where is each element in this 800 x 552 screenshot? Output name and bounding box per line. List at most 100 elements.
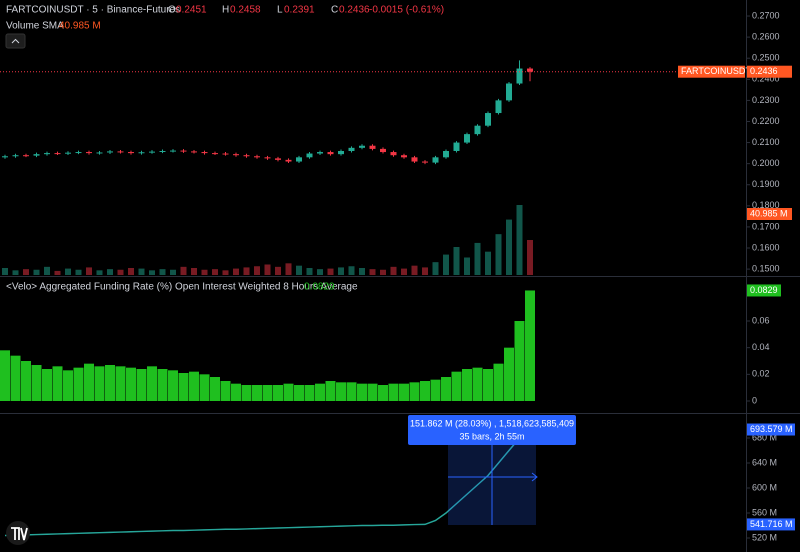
volume-bar [411, 265, 418, 275]
bar [220, 381, 231, 401]
bar [157, 369, 168, 401]
volume-bar [2, 268, 8, 275]
bar [63, 370, 73, 401]
bar [525, 290, 535, 401]
bar [31, 365, 42, 401]
ohlc-value: 0.2391 [284, 5, 315, 16]
y-tick-label: 0.2700 [752, 10, 780, 20]
funding-value: 0.0829 [304, 282, 335, 293]
funding-title: <Velo> Aggregated Funding Rate (%) Open … [6, 282, 358, 293]
volume-bar [149, 270, 155, 275]
candle-body [443, 150, 449, 158]
y-tick-label: 0.2000 [752, 158, 780, 168]
ohlc-label: L [277, 5, 283, 16]
y-tick-label: 0.2500 [752, 53, 780, 63]
y-tick-label: 0.02 [752, 369, 770, 379]
volume-bar [233, 268, 239, 275]
volume-bar [264, 264, 271, 275]
candle-body [149, 151, 155, 153]
bar [262, 385, 273, 401]
measure-text: 151.862 M (28.03%) , 1,518,623,585,409 [410, 418, 574, 428]
candle-body [254, 156, 260, 158]
candle-body [264, 157, 271, 159]
y-tick-label: 520 M [752, 532, 777, 542]
bar [304, 385, 315, 401]
bar [126, 367, 136, 401]
bar [399, 383, 409, 401]
plot [0, 60, 746, 537]
volume-bar [212, 269, 218, 275]
candle-body [191, 151, 197, 153]
candle-body [233, 154, 239, 156]
volume-bar [201, 269, 208, 275]
candle-body [422, 161, 428, 163]
candle-body [432, 157, 439, 163]
candle-body [527, 68, 533, 72]
price-tag-label: 40.985 M [750, 208, 788, 218]
volume-bar [96, 270, 103, 275]
ohlc-value: 0.2458 [230, 5, 261, 16]
bar [168, 370, 178, 401]
volume-bar [243, 267, 250, 275]
candle-body [138, 152, 145, 154]
bar [504, 347, 514, 401]
volume-bar [317, 269, 323, 275]
price-tag-label: 541.716 M [750, 519, 793, 529]
bar [73, 367, 84, 401]
volume-bar [107, 269, 113, 275]
volume-bar [44, 266, 50, 275]
volume-bar [117, 269, 124, 275]
candle-body [44, 153, 50, 155]
volume-bar [338, 267, 344, 275]
price-tag [747, 518, 795, 531]
candle-body [23, 155, 29, 157]
bar [42, 369, 52, 401]
candle-body [212, 153, 218, 155]
bar [357, 383, 367, 401]
price-tag [747, 208, 792, 220]
candle-body [2, 156, 8, 158]
y-tick-label: 0.2200 [752, 116, 780, 126]
volume-bar [54, 270, 61, 275]
candle-body [33, 154, 40, 156]
bar [462, 369, 472, 401]
candle-body [380, 148, 386, 153]
candle-body [86, 152, 92, 154]
y-tick-label: 560 M [752, 507, 777, 517]
candle-body [75, 152, 82, 154]
volume-bar [443, 254, 449, 275]
y-tick-label: 0.1500 [752, 263, 780, 273]
y-tick-label: 0.1800 [752, 200, 780, 210]
bar [210, 377, 220, 401]
candle-body [222, 153, 229, 155]
bar [115, 366, 126, 401]
volume-bar [296, 265, 302, 275]
line [4, 428, 531, 537]
measure-tooltip [408, 415, 576, 445]
volume-bar [432, 262, 439, 275]
candle-body [453, 142, 460, 151]
candle-body [359, 145, 365, 148]
y-tick-label: 0.1600 [752, 242, 780, 252]
candle-body [243, 155, 250, 157]
bar [84, 363, 94, 401]
price-tag [678, 65, 745, 78]
y-tick-label: 0.1700 [752, 221, 780, 231]
bar [189, 371, 199, 401]
bar [147, 366, 157, 401]
volume-bar [359, 268, 365, 275]
bar [493, 363, 504, 401]
volume-bar [453, 247, 460, 275]
volume-bar [527, 240, 533, 275]
collapse-button[interactable] [5, 33, 26, 49]
ohlc-value: 0.2451 [176, 5, 207, 16]
bar [283, 383, 294, 401]
volume-bar [422, 267, 428, 275]
candle-body [159, 150, 166, 152]
bar [94, 366, 105, 401]
bar [441, 377, 451, 401]
price-tag [747, 284, 781, 297]
volume-bar [170, 269, 176, 275]
bar [294, 385, 304, 401]
candle-body [411, 157, 418, 162]
